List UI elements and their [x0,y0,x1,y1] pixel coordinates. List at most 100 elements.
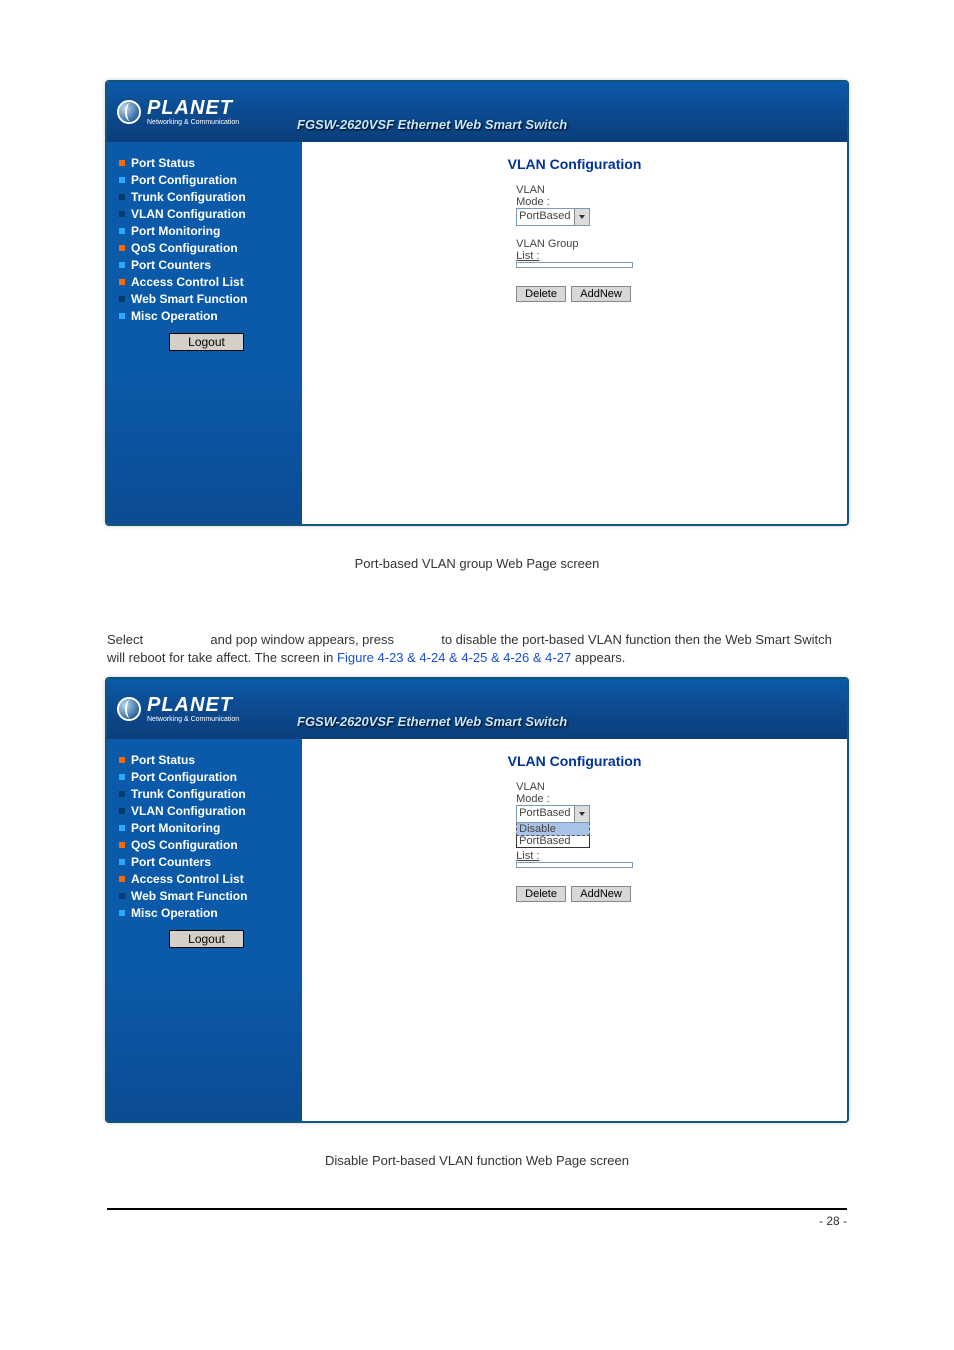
addnew-button[interactable]: AddNew [571,886,631,902]
sidebar-item[interactable]: Misc Operation [119,309,294,323]
screenshot-1: PLANET Networking & Communication FGSW-2… [105,80,849,526]
bullet-icon [119,893,125,899]
instruction-text: Select and pop window appears, press to … [107,631,847,667]
sidebar-item-label: QoS Configuration [131,241,238,255]
dropdown-option-disable[interactable]: Disable [516,822,590,836]
vlan-mode-select[interactable]: PortBased [516,805,590,823]
chevron-down-icon [574,209,589,225]
sidebar-item-label: Port Monitoring [131,821,220,835]
page-number: - 28 - [107,1214,847,1228]
instr-tail: appears. [575,650,626,665]
vlan-mode-value: PortBased [519,210,570,222]
bullet-icon [119,825,125,831]
bullet-icon [119,177,125,183]
sidebar-item[interactable]: Web Smart Function [119,889,294,903]
sidebar-item[interactable]: Port Monitoring [119,821,294,835]
logout-button[interactable]: Logout [169,930,244,948]
mode-label-bot: Mode : [516,793,633,805]
sidebar-nav: Port Status Port Configuration Trunk Confi… [119,156,294,323]
vlan-group-list[interactable] [516,862,633,868]
sidebar-item[interactable]: Access Control List [119,872,294,886]
sidebar-item[interactable]: Trunk Configuration [119,787,294,801]
header-title: FGSW-2620VSF Ethernet Web Smart Switch [297,117,567,132]
globe-icon [117,697,141,721]
sidebar-item[interactable]: Misc Operation [119,906,294,920]
sidebar-item-label: Misc Operation [131,906,218,920]
footer-rule [107,1208,847,1210]
brand-sub: Networking & Communication [147,716,239,723]
sidebar-item-label: VLAN Configuration [131,207,246,221]
vlan-mode-select[interactable]: PortBased [516,208,590,226]
bullet-icon [119,842,125,848]
sidebar-item[interactable]: Trunk Configuration [119,190,294,204]
sidebar-item[interactable]: Port Counters [119,855,294,869]
group-label-bot: List : [516,850,633,862]
sidebar-item[interactable]: Access Control List [119,275,294,289]
content-title: VLAN Configuration [322,753,827,769]
bullet-icon [119,774,125,780]
figure-link[interactable]: Figure 4-23 & 4-24 & 4-25 & 4-26 & 4-27 [337,650,571,665]
content-area: VLAN Configuration VLAN Mode : PortBased… [302,142,847,524]
vlan-mode-dropdown[interactable]: Disable PortBased [516,822,590,848]
brand-name: PLANET [147,98,239,118]
sidebar-item[interactable]: QoS Configuration [119,241,294,255]
brand-logo: PLANET Networking & Communication [117,98,239,126]
sidebar-item-label: Port Counters [131,855,211,869]
mode-label-top: VLAN [516,184,633,196]
logout-button[interactable]: Logout [169,333,244,351]
sidebar-item[interactable]: Port Status [119,156,294,170]
sidebar-item[interactable]: VLAN Configuration [119,207,294,221]
content-area: VLAN Configuration VLAN Mode : PortBased… [302,739,847,1121]
bullet-icon [119,910,125,916]
sidebar-item-label: Web Smart Function [131,292,247,306]
sidebar-item[interactable]: Port Configuration [119,770,294,784]
brand-logo: PLANET Networking & Communication [117,695,239,723]
sidebar-item-label: Access Control List [131,275,244,289]
delete-button[interactable]: Delete [516,286,566,302]
bullet-icon [119,160,125,166]
app-header: PLANET Networking & Communication FGSW-2… [107,82,847,142]
sidebar-item-label: Port Monitoring [131,224,220,238]
bullet-icon [119,228,125,234]
sidebar-item[interactable]: Port Counters [119,258,294,272]
brand-sub: Networking & Communication [147,119,239,126]
sidebar-item[interactable]: VLAN Configuration [119,804,294,818]
sidebar-item-label: QoS Configuration [131,838,238,852]
bullet-icon [119,791,125,797]
sidebar-nav: Port Status Port Configuration Trunk Confi… [119,753,294,920]
sidebar: Port Status Port Configuration Trunk Confi… [107,142,302,524]
mode-label-bot: Mode : [516,196,633,208]
app-body: Port Status Port Configuration Trunk Confi… [107,739,847,1121]
bullet-icon [119,296,125,302]
bullet-icon [119,194,125,200]
sidebar-item-label: Trunk Configuration [131,787,246,801]
screenshot-2: PLANET Networking & Communication FGSW-2… [105,677,849,1123]
group-label-top: VLAN Group [516,238,633,250]
sidebar-item[interactable]: Port Status [119,753,294,767]
sidebar-item[interactable]: Web Smart Function [119,292,294,306]
dropdown-option-portbased[interactable]: PortBased [517,835,589,847]
bullet-icon [119,211,125,217]
bullet-icon [119,279,125,285]
sidebar-item-label: Port Configuration [131,173,237,187]
sidebar-item[interactable]: Port Monitoring [119,224,294,238]
sidebar-item[interactable]: Port Configuration [119,173,294,187]
sidebar-item-label: VLAN Configuration [131,804,246,818]
group-label-bot: List : [516,250,633,262]
globe-icon [117,100,141,124]
sidebar-item[interactable]: QoS Configuration [119,838,294,852]
instr-mid: and pop window appears, press [210,632,394,647]
sidebar-item-label: Port Counters [131,258,211,272]
bullet-icon [119,808,125,814]
delete-button[interactable]: Delete [516,886,566,902]
sidebar-item-label: Port Status [131,156,195,170]
bullet-icon [119,859,125,865]
brand-name: PLANET [147,695,239,715]
bullet-icon [119,245,125,251]
bullet-icon [119,876,125,882]
vlan-mode-value: PortBased [519,807,570,819]
chevron-down-icon [574,806,589,822]
vlan-group-list[interactable] [516,262,633,268]
addnew-button[interactable]: AddNew [571,286,631,302]
header-title: FGSW-2620VSF Ethernet Web Smart Switch [297,714,567,729]
